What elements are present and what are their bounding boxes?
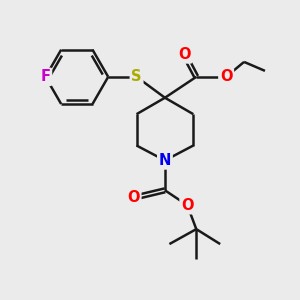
Text: O: O [178,47,190,62]
Text: N: N [159,153,171,168]
Text: F: F [40,69,50,84]
Text: O: O [220,69,233,84]
Text: O: O [181,198,194,213]
Text: O: O [127,190,140,205]
Text: S: S [131,69,142,84]
